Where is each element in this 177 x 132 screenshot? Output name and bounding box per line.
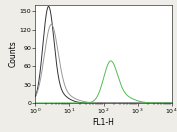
Y-axis label: Counts: Counts (9, 41, 18, 67)
X-axis label: FL1-H: FL1-H (93, 118, 115, 127)
